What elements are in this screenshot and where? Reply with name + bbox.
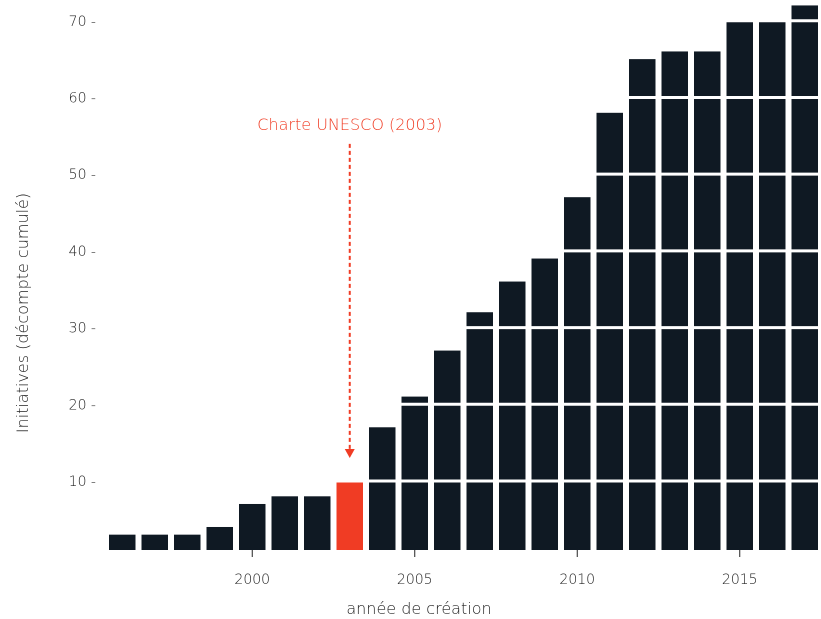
bar-2006 xyxy=(434,350,461,550)
y-axis-title: Initiatives (décompte cumulé) xyxy=(13,193,32,433)
bar-1997 xyxy=(141,534,168,550)
annotation: Charte UNESCO (2003) xyxy=(257,115,442,458)
bars-group xyxy=(109,5,818,551)
y-tick-label-30: 30 - xyxy=(69,321,96,337)
x-tick-label-2010: 2010 xyxy=(559,572,595,588)
bar-2010 xyxy=(564,197,591,550)
annotation-label: Charte UNESCO (2003) xyxy=(257,115,442,134)
bar-2008 xyxy=(499,281,526,550)
bar-2001 xyxy=(271,496,298,550)
y-tick-label-70: 70 - xyxy=(69,14,96,30)
x-axis-title: année de création xyxy=(346,599,491,618)
y-tick-label-20: 20 - xyxy=(69,397,96,413)
separators-group xyxy=(106,19,821,483)
x-tick-label-2005: 2005 xyxy=(397,572,433,588)
y-tick-label-40: 40 - xyxy=(69,244,96,260)
bar-1996 xyxy=(109,534,136,550)
y-tick-label-10: 10 - xyxy=(69,474,96,490)
bar-2015 xyxy=(726,20,753,550)
y-tick-label-50: 50 - xyxy=(69,167,96,183)
y-axis: 10 - 20 - 30 - 40 - 50 - 60 - 70 - xyxy=(69,14,96,490)
bar-2005 xyxy=(401,396,428,550)
bar-2013 xyxy=(661,51,688,550)
y-tick-label-60: 60 - xyxy=(69,90,96,106)
bar-2016 xyxy=(759,20,786,550)
bar-2004 xyxy=(369,427,396,550)
bar-1998 xyxy=(174,534,201,550)
x-tick-label-2015: 2015 xyxy=(722,572,758,588)
bar-1999 xyxy=(206,526,233,550)
bar-2002 xyxy=(304,496,331,550)
bar-2012 xyxy=(629,59,656,551)
bar-2007 xyxy=(466,312,493,550)
bar-2011 xyxy=(596,112,623,550)
bar-2000 xyxy=(239,503,266,550)
bar-2003 xyxy=(336,480,363,550)
bar-2014 xyxy=(694,51,721,550)
x-axis: 2000 2005 2010 2015 xyxy=(234,550,758,588)
x-tick-label-2000: 2000 xyxy=(234,572,270,588)
bar-2017 xyxy=(791,5,818,551)
annotation-arrow-head xyxy=(344,448,355,458)
